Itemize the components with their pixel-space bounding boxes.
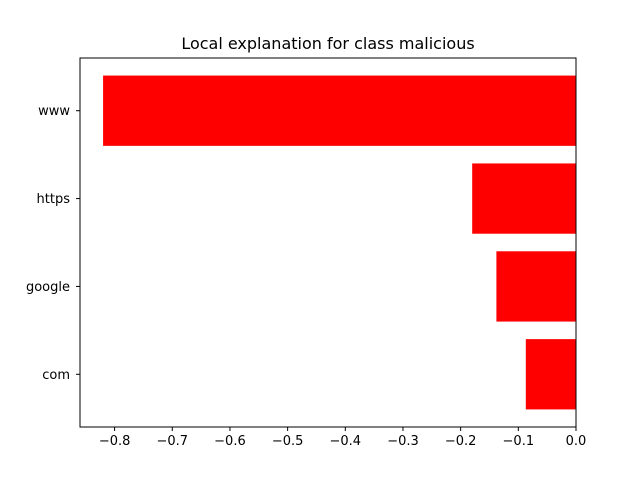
bar-com (525, 339, 576, 410)
x-tick-label: −0.7 (156, 434, 188, 449)
x-tick-label: −0.5 (272, 434, 304, 449)
x-tick-label: −0.6 (214, 434, 246, 449)
bars-layer (103, 75, 577, 410)
plot-frame (79, 57, 577, 428)
axes-layer: www https google com −0.8 −0.7 −0.6 −0.5 −0.4 −0.… (26, 57, 587, 449)
y-tick-label-www: www (38, 104, 70, 119)
x-tick-label: −0.3 (387, 434, 419, 449)
bar-www (103, 75, 577, 146)
y-tick-label-com: com (42, 368, 70, 383)
x-tick-label: 0.0 (566, 434, 587, 449)
bar-https (472, 163, 576, 234)
x-tick-label: −0.2 (445, 434, 477, 449)
chart-title: Local explanation for class malicious (181, 34, 474, 53)
x-tick-label: −0.8 (99, 434, 131, 449)
x-tick-label: −0.4 (330, 434, 362, 449)
y-tick-label-google: google (26, 280, 70, 295)
x-tick-label: −0.1 (503, 434, 535, 449)
bar-google (496, 251, 576, 322)
y-tick-label-https: https (37, 192, 71, 207)
